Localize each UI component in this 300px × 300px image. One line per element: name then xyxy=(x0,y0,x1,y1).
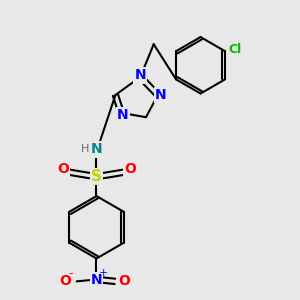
Text: S: S xyxy=(91,169,102,184)
Text: N: N xyxy=(91,142,102,156)
Text: Cl: Cl xyxy=(229,43,242,56)
Text: H: H xyxy=(81,144,89,154)
Text: N: N xyxy=(155,88,166,102)
Text: N: N xyxy=(134,68,146,83)
Text: O: O xyxy=(124,162,136,176)
Text: +: + xyxy=(98,268,108,278)
Text: -: - xyxy=(68,267,73,280)
Text: N: N xyxy=(91,273,102,287)
Text: O: O xyxy=(57,162,69,176)
Text: N: N xyxy=(117,108,128,122)
Text: O: O xyxy=(118,274,130,288)
Text: O: O xyxy=(60,274,71,288)
